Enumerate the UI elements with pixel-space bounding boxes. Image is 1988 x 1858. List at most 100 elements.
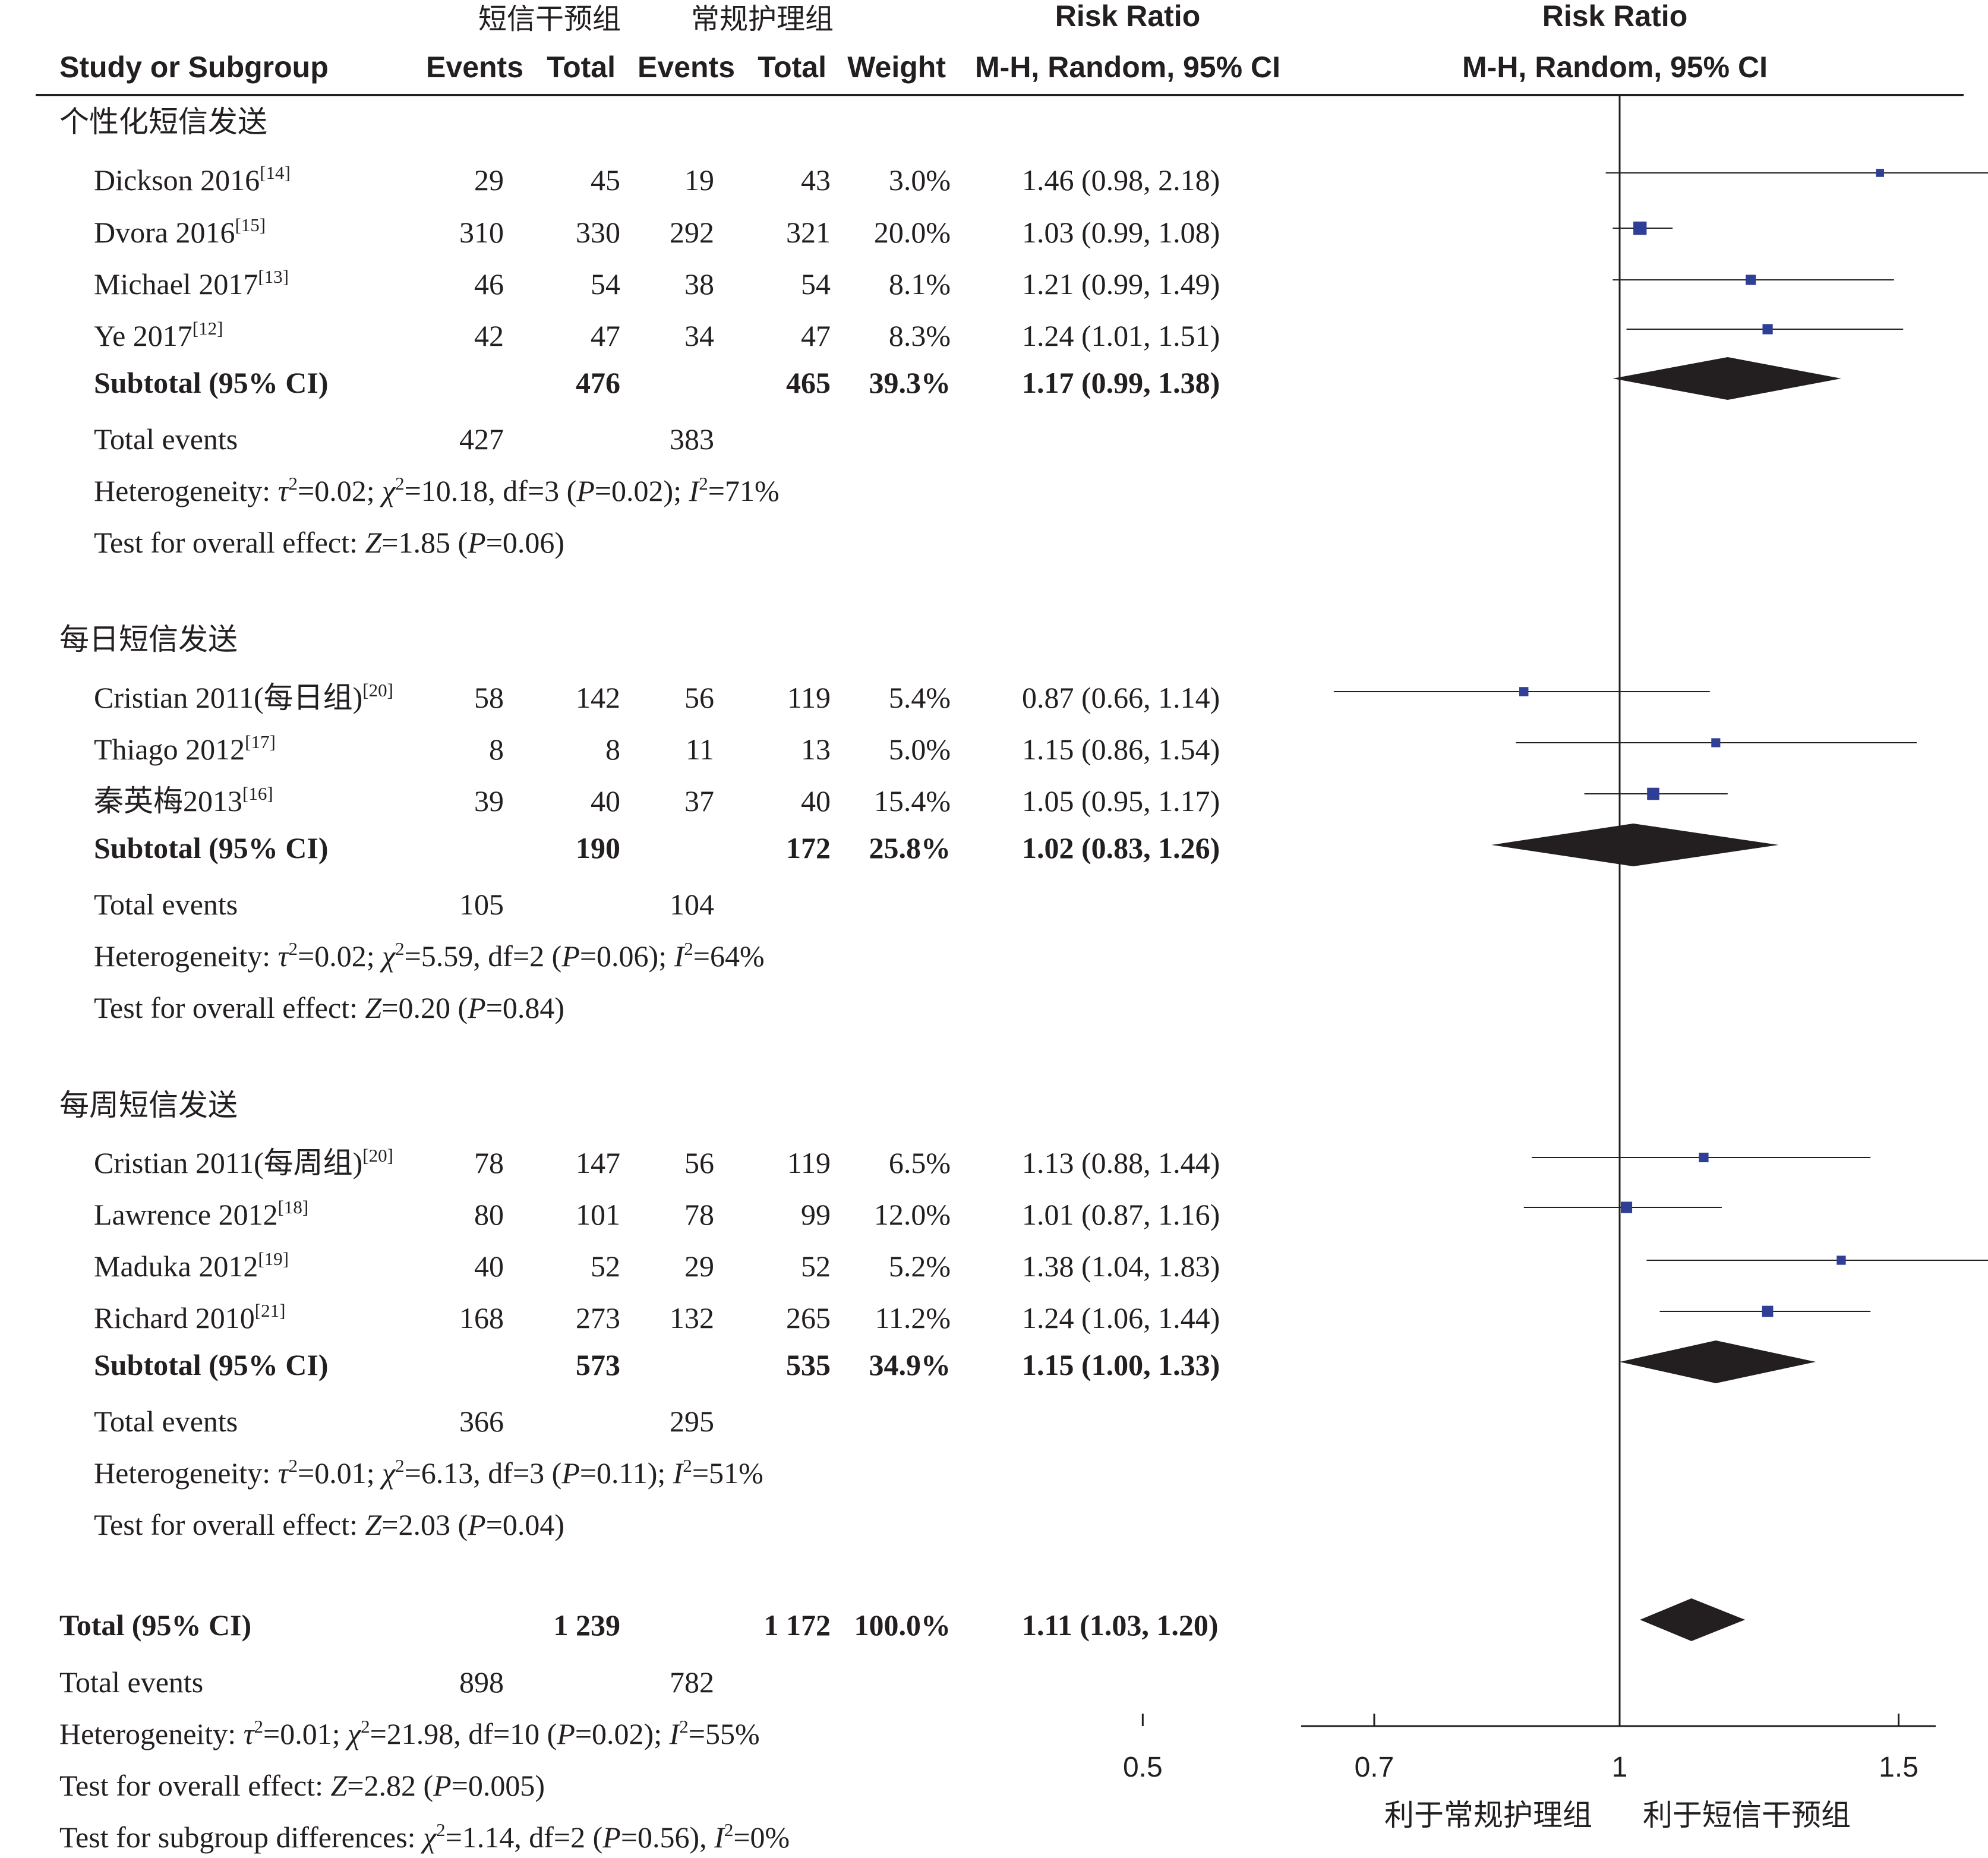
subgroup-title: 个性化短信发送	[59, 105, 267, 139]
group1-header: 短信干预组	[478, 2, 621, 36]
chi-symbol: χ	[380, 474, 396, 507]
subgroup-heterogeneity: Heterogeneity: τ2=0.01; χ2=6.13, df=3 (P…	[94, 1455, 763, 1490]
total2-header: Total	[758, 51, 826, 84]
study-row-ci: 1.24 (1.06, 1.44)	[1022, 1301, 1220, 1335]
subtotal-row-ci: 1.02 (0.83, 1.26)	[1022, 831, 1220, 865]
total-events-row-events2: 782	[670, 1665, 714, 1699]
study-row-weight: 8.1%	[889, 267, 951, 301]
study-row-total2: 54	[801, 267, 831, 301]
overall-label: Test for overall effect:	[94, 1508, 365, 1541]
i-value: =0%	[733, 1821, 790, 1854]
tau-exponent: 2	[254, 1716, 264, 1737]
study-row-weight: 11.2%	[875, 1301, 951, 1335]
het-label: Heterogeneity:	[94, 1456, 278, 1490]
study-row-ci: 1.38 (1.04, 1.83)	[1022, 1250, 1220, 1283]
chi-exponent: 2	[361, 1716, 370, 1737]
study-name: Lawrence 2012	[94, 1198, 278, 1231]
study-name: Michael 2017	[94, 267, 258, 301]
study-row-name: Dvora 2016[15]	[94, 214, 266, 249]
rr-method-header: M-H, Random, 95% CI	[975, 51, 1280, 84]
chi-symbol: χ	[345, 1717, 362, 1750]
tau-value: =0.02;	[298, 474, 382, 507]
weight-header: Weight	[847, 51, 946, 84]
p-value: =0.06);	[580, 939, 674, 973]
subtotal-row-total2: 172	[786, 831, 831, 865]
p-symbol: P	[556, 1717, 575, 1750]
i-symbol: I	[714, 1821, 725, 1854]
study-name: Ye 2017	[94, 319, 193, 352]
subtotal-row-total1: 190	[576, 831, 620, 865]
study-row-events2: 19	[684, 163, 714, 197]
study-row-total2: 119	[787, 681, 831, 714]
study-row-total1: 101	[576, 1198, 620, 1231]
study-row-total2: 99	[801, 1198, 831, 1231]
study-row-events2: 132	[670, 1301, 714, 1335]
study-name: Dickson 2016	[94, 163, 260, 197]
i-symbol: I	[674, 939, 686, 973]
study-row-events2: 38	[684, 267, 714, 301]
z-value: =0.20 (	[381, 991, 468, 1024]
subtotal-row-label: Subtotal (95% CI)	[94, 831, 328, 865]
study-name: Maduka 2012	[94, 1250, 258, 1283]
study-row-marker	[1620, 1201, 1633, 1213]
tau-exponent: 2	[289, 473, 298, 494]
p-value: =0.56),	[621, 1821, 714, 1854]
subtotal-row-label: Subtotal (95% CI)	[94, 366, 328, 399]
study-name: Cristian 2011(每周组)	[94, 1146, 362, 1179]
chi-value: =5.59, df=2 (	[405, 939, 562, 973]
study-row-total2: 52	[801, 1250, 831, 1283]
study-row-marker	[1647, 787, 1659, 800]
study-row-marker	[1519, 687, 1529, 696]
study-row-total2: 43	[801, 163, 831, 197]
study-row-ci: 1.03 (0.99, 1.08)	[1022, 216, 1220, 249]
i-exponent: 2	[699, 473, 708, 494]
i-exponent: 2	[683, 1455, 692, 1476]
study-row-marker	[1746, 275, 1756, 285]
events2-header: Events	[638, 51, 735, 84]
p-symbol: P	[467, 991, 486, 1024]
study-row-events1: 42	[474, 319, 504, 352]
study-row-events1: 168	[459, 1301, 504, 1335]
i-value: =71%	[708, 474, 780, 507]
i-value: =64%	[693, 939, 765, 973]
subgroup-test-label: Test for subgroup differences:	[59, 1821, 423, 1854]
study-row-name: Thiago 2012[17]	[94, 731, 276, 766]
subgroup-differences-test: Test for subgroup differences: χ2=1.14, …	[59, 1819, 790, 1854]
study-row-total1: 40	[591, 784, 620, 818]
p-value: =0.005)	[452, 1769, 545, 1802]
study-row-total1: 273	[576, 1301, 620, 1335]
p-symbol: P	[433, 1769, 452, 1802]
study-row-name: Ye 2017[12]	[94, 318, 223, 352]
chi-value: =21.98, df=10 (	[370, 1717, 557, 1750]
total-row-total2: 1 172	[764, 1608, 831, 1642]
chi-symbol: χ	[380, 939, 396, 973]
overall-label: Test for overall effect:	[94, 526, 365, 559]
subtotal-row-label: Subtotal (95% CI)	[94, 1348, 328, 1381]
study-row-marker	[1836, 1256, 1846, 1265]
study-row-events1: 78	[474, 1146, 504, 1179]
subgroup-title: 每周短信发送	[59, 1088, 238, 1122]
i-value: =55%	[689, 1717, 760, 1750]
study-reference: [15]	[235, 214, 266, 235]
tau-exponent: 2	[289, 938, 298, 959]
subtotal-row-ci: 1.17 (0.99, 1.38)	[1022, 366, 1220, 399]
study-row-ci: 1.21 (0.99, 1.49)	[1022, 267, 1220, 301]
study-row-total2: 40	[801, 784, 831, 818]
chi-exponent: 2	[436, 1819, 446, 1840]
study-row-weight: 5.2%	[889, 1250, 951, 1283]
tau-symbol: τ	[278, 939, 290, 973]
tau-symbol: τ	[244, 1717, 255, 1750]
subgroup-overall-effect: Test for overall effect: Z=0.20 (P=0.84)	[94, 991, 564, 1024]
study-row-name: Michael 2017[13]	[94, 266, 289, 301]
study-row-events2: 34	[684, 319, 714, 352]
z-symbol: Z	[365, 1508, 382, 1541]
p-value: =0.11);	[580, 1456, 673, 1490]
study-row-marker	[1762, 324, 1773, 335]
study-row-name: Maduka 2012[19]	[94, 1248, 289, 1283]
tau-symbol: τ	[278, 1456, 290, 1490]
study-row-total1: 330	[576, 216, 620, 249]
chi-symbol: χ	[421, 1821, 437, 1854]
subgroup-events-row-events2: 383	[670, 422, 714, 456]
group2-header: 常规护理组	[691, 2, 834, 36]
x-tick-label: 0.7	[1355, 1752, 1394, 1783]
